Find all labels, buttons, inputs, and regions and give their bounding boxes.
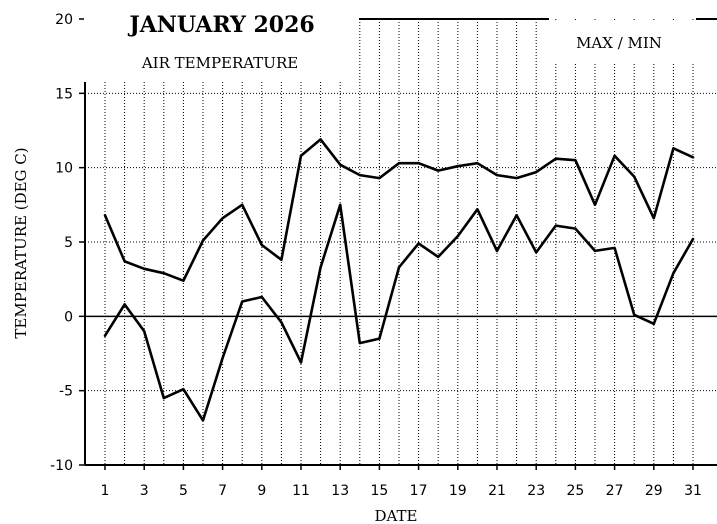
y-tick-label: -5: [59, 384, 73, 400]
title-box-background: [84, 0, 356, 82]
x-tick-label: 15: [370, 483, 388, 499]
legend-label: MAX / MIN: [576, 34, 662, 52]
x-tick-label: 29: [645, 483, 663, 499]
y-tick-label: 15: [55, 86, 73, 102]
x-tick-label: 11: [292, 483, 310, 499]
y-tick-label: 10: [55, 161, 73, 177]
y-tick-label: 0: [64, 309, 73, 325]
x-tick-label: 25: [566, 483, 584, 499]
x-tick-label: 27: [606, 483, 624, 499]
max-temperature-line: [103, 138, 695, 283]
y-tick-label: -10: [50, 458, 73, 474]
x-axis-label: DATE: [375, 507, 418, 524]
x-tick-label: 31: [684, 483, 702, 499]
x-tick-label: 5: [179, 483, 188, 499]
x-tick-label: 7: [218, 483, 227, 499]
grid-lines: [85, 19, 717, 465]
x-tick-label: 1: [101, 483, 110, 499]
x-tick-labels: 1 3 5 7 9 11 13 15 17 19 21 23 25 27 29 31: [101, 483, 702, 499]
x-tick-label: 13: [331, 483, 349, 499]
x-tick-label: 19: [449, 483, 467, 499]
x-tick-label: 9: [257, 483, 266, 499]
min-temperature-line: [103, 203, 695, 422]
x-tick-label: 17: [410, 483, 428, 499]
x-tick-label: 23: [527, 483, 545, 499]
legend-box-background: [549, 22, 695, 62]
chart-subtitle: AIR TEMPERATURE: [141, 54, 298, 72]
x-tick-label: 3: [140, 483, 149, 499]
axes: [79, 18, 717, 470]
y-axis-label: TEMPERATURE (DEG C): [12, 147, 30, 338]
data-series: [103, 138, 695, 422]
y-tick-label: 5: [64, 235, 73, 251]
y-tick-label: 20: [55, 12, 73, 28]
chart-title: JANUARY 2026: [127, 12, 314, 38]
y-tick-labels: -10 -5 0 5 10 15 20: [50, 12, 73, 474]
x-tick-label: 21: [488, 483, 506, 499]
